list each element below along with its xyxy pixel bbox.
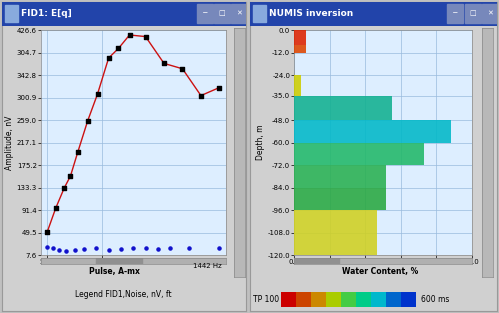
Text: Pulse, A-mx: Pulse, A-mx xyxy=(89,267,140,276)
Bar xyxy=(294,96,392,120)
Bar xyxy=(294,75,301,96)
Text: ─: ─ xyxy=(201,10,210,16)
Text: ✕: ✕ xyxy=(236,10,242,16)
Text: TP 100: TP 100 xyxy=(253,295,279,304)
Point xyxy=(43,245,51,250)
Point xyxy=(179,66,187,71)
Text: FID1: E[q]: FID1: E[q] xyxy=(21,9,71,18)
Bar xyxy=(294,188,386,210)
Bar xyxy=(294,45,306,53)
Bar xyxy=(96,258,143,264)
Point xyxy=(114,46,122,51)
Bar xyxy=(482,4,498,23)
Point xyxy=(60,185,68,190)
Point xyxy=(166,246,174,251)
Text: □: □ xyxy=(219,10,226,16)
Point xyxy=(154,246,162,251)
Point xyxy=(126,33,134,38)
Text: □: □ xyxy=(469,10,476,16)
Text: Legend FID1,Noise, nV, ft: Legend FID1,Noise, nV, ft xyxy=(75,290,172,299)
Y-axis label: Amplitude, nV: Amplitude, nV xyxy=(4,115,14,170)
Text: ✕: ✕ xyxy=(487,10,493,16)
Point xyxy=(93,91,101,96)
Point xyxy=(43,230,51,235)
Text: NUMIS inversion: NUMIS inversion xyxy=(269,9,353,18)
Bar xyxy=(465,4,481,23)
Point xyxy=(129,245,137,250)
Text: ─: ─ xyxy=(451,10,460,16)
Text: 600 ms: 600 ms xyxy=(421,295,449,304)
Point xyxy=(66,173,74,178)
Bar xyxy=(232,4,247,23)
Bar xyxy=(294,210,377,255)
Bar xyxy=(294,143,424,165)
Bar xyxy=(294,120,451,143)
Point xyxy=(49,246,57,251)
Point xyxy=(185,245,193,250)
Point xyxy=(142,34,150,39)
Point xyxy=(61,248,69,253)
Point xyxy=(74,149,82,154)
Point xyxy=(216,85,224,90)
Point xyxy=(197,93,205,98)
Point xyxy=(142,246,150,251)
Point xyxy=(80,246,88,251)
Point xyxy=(105,55,113,60)
Bar xyxy=(197,4,213,23)
Bar xyxy=(294,30,306,45)
Bar xyxy=(294,165,386,188)
Text: 1442 Hz: 1442 Hz xyxy=(193,263,222,269)
Point xyxy=(105,247,113,252)
Point xyxy=(216,246,224,251)
Point xyxy=(55,248,63,253)
Point xyxy=(160,61,168,66)
Point xyxy=(117,246,125,251)
Bar xyxy=(447,4,463,23)
Bar xyxy=(253,5,266,22)
Point xyxy=(84,118,92,123)
Bar xyxy=(5,5,18,22)
Y-axis label: Depth, m: Depth, m xyxy=(255,125,264,161)
Bar xyxy=(215,4,230,23)
Point xyxy=(52,206,60,211)
Point xyxy=(92,246,100,251)
Point xyxy=(71,247,79,252)
Text: Water Content, %: Water Content, % xyxy=(342,267,418,276)
Bar xyxy=(294,258,339,264)
